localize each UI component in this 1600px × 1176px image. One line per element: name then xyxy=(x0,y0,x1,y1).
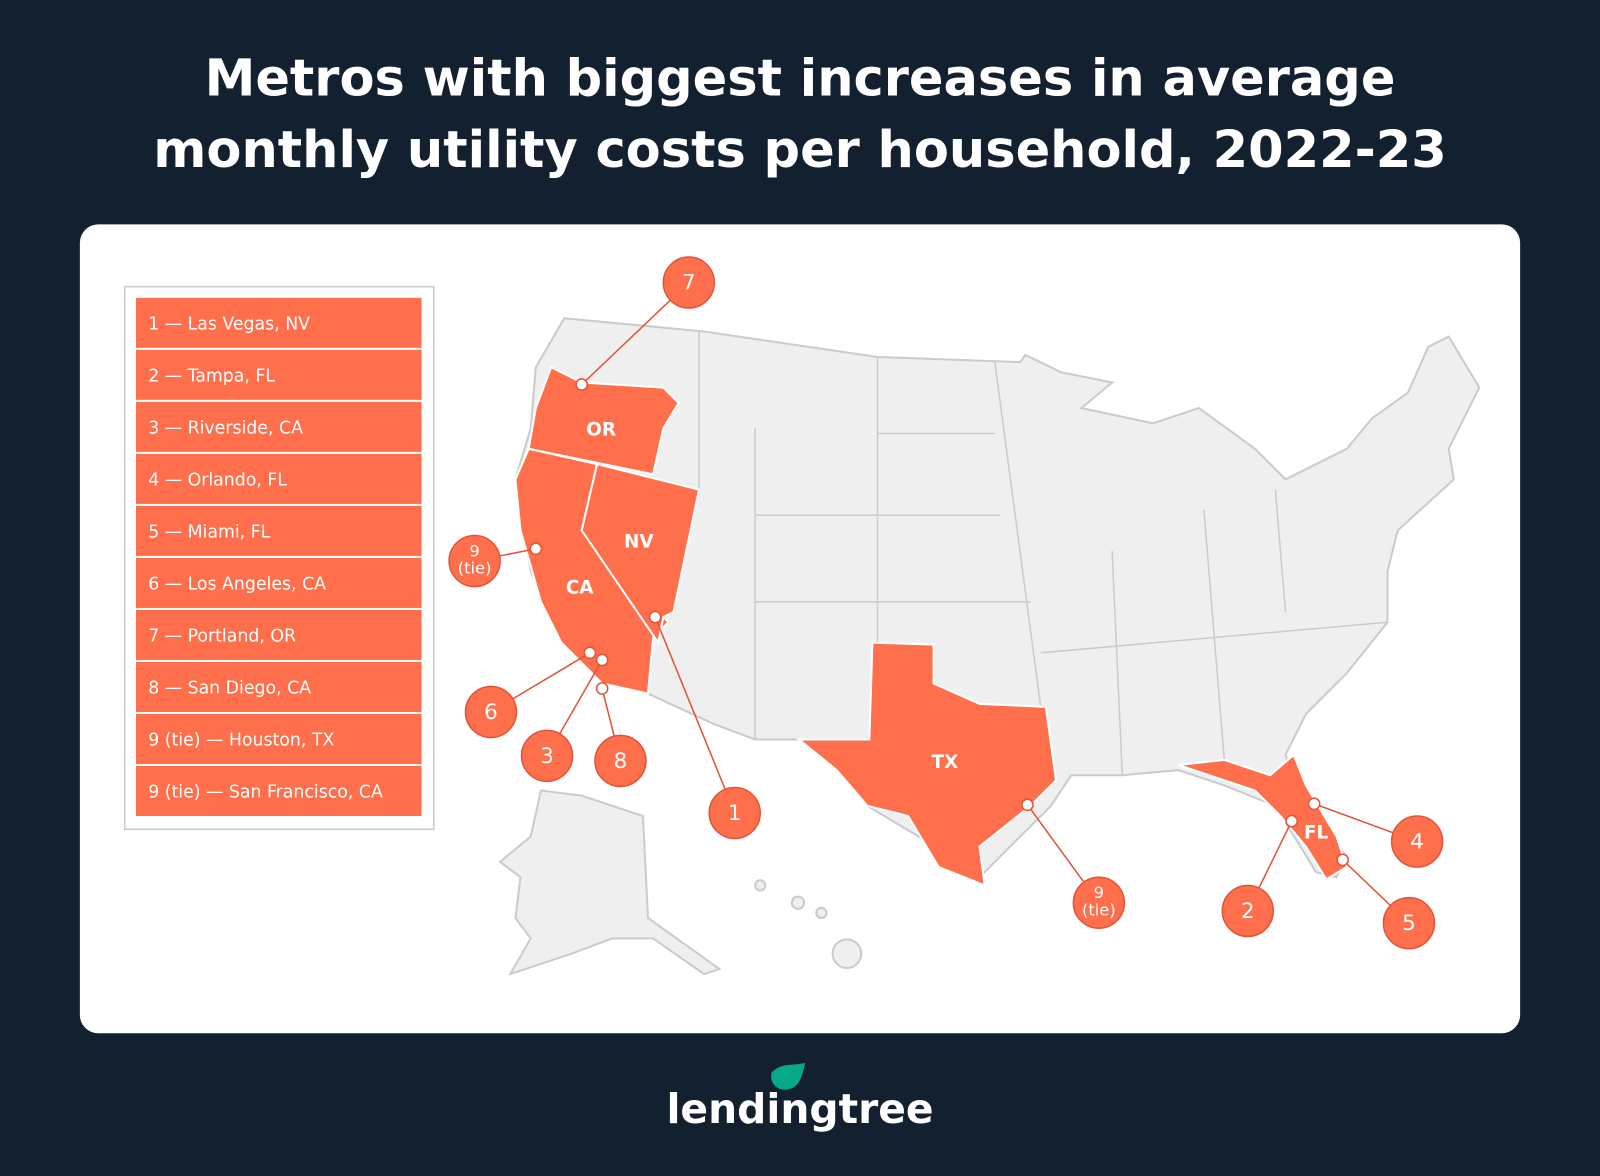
legend-entry xyxy=(135,661,422,712)
marker-badge xyxy=(520,729,574,783)
marker-label: 2 xyxy=(1241,899,1255,924)
legend-label: 6 — Los Angeles, CA xyxy=(148,574,326,594)
state-label: OR xyxy=(586,419,616,440)
state-fl xyxy=(1178,753,1348,881)
marker-pin xyxy=(575,378,589,391)
marker-badge xyxy=(1390,815,1444,868)
state-borders xyxy=(698,331,1388,776)
highlighted-states xyxy=(514,365,1348,887)
logo: lendingtree xyxy=(666,1062,934,1133)
legend-entry xyxy=(135,349,422,400)
marker-badge xyxy=(708,786,761,840)
legend-entry xyxy=(135,714,422,764)
marker-label: 9 xyxy=(469,541,479,560)
state-nv xyxy=(580,462,701,646)
marker-pin xyxy=(1021,798,1034,812)
us-outline xyxy=(514,317,1481,879)
legend-entry xyxy=(135,297,422,348)
marker-pin xyxy=(595,653,609,667)
marker-label: 6 xyxy=(484,700,498,725)
marker-badge xyxy=(662,256,716,309)
marker-label: 8 xyxy=(614,749,628,774)
alaska xyxy=(498,789,722,976)
logo-text: lendingtree xyxy=(666,1085,933,1133)
map xyxy=(498,317,1481,976)
state-tx xyxy=(796,641,1058,887)
legend-entry xyxy=(135,505,422,556)
marker-badge xyxy=(594,734,647,788)
marker-pin xyxy=(648,610,662,624)
marker-pin xyxy=(529,542,543,556)
legend-label: 1 — Las Vegas, NV xyxy=(148,314,310,334)
title-line: monthly utility costs per household, 202… xyxy=(153,121,1446,180)
legend-entry xyxy=(135,609,422,660)
state-label: CA xyxy=(566,578,594,599)
marker-sublabel: (tie) xyxy=(1082,900,1116,919)
marker-label: 3 xyxy=(540,744,554,769)
state-label: FL xyxy=(1304,822,1329,843)
marker-label: 9 xyxy=(1094,883,1104,902)
state-label: NV xyxy=(624,532,654,553)
marker-badge xyxy=(464,685,518,739)
legend-label: 9 (tie) — Houston, TX xyxy=(148,731,334,751)
legend-entry xyxy=(135,453,422,504)
legend-label: 9 (tie) — San Francisco, CA xyxy=(148,783,383,803)
marker-label: 4 xyxy=(1410,830,1424,855)
marker-pin xyxy=(1307,797,1321,811)
legend-label: 2 — Tampa, FL xyxy=(148,366,275,386)
marker-badge xyxy=(1382,896,1436,950)
legend-entry xyxy=(135,401,422,452)
legend-label: 4 — Orlando, FL xyxy=(148,470,287,490)
title-line: Metros with biggest increases in average xyxy=(205,50,1396,109)
state-or xyxy=(527,365,680,476)
legend-entry xyxy=(135,766,422,817)
state-label: TX xyxy=(931,752,958,773)
legend-label: 5 — Miami, FL xyxy=(148,522,270,542)
legend-entry xyxy=(135,557,422,608)
legend-label: 3 — Riverside, CA xyxy=(148,418,303,438)
marker-label: 5 xyxy=(1402,911,1416,936)
marker-badge xyxy=(448,534,501,588)
hawaii xyxy=(754,879,863,970)
legend-label: 8 — San Diego, CA xyxy=(148,679,311,699)
logo-leaf xyxy=(771,1062,806,1090)
marker-badge xyxy=(1072,876,1126,929)
marker-label: 7 xyxy=(682,271,696,296)
marker-sublabel: (tie) xyxy=(458,559,492,578)
marker-pin xyxy=(1336,853,1350,867)
marker-leader xyxy=(654,616,736,814)
marker-label: 1 xyxy=(728,801,742,826)
legend-label: 7 — Portland, OR xyxy=(148,626,296,646)
marker-pin xyxy=(583,646,597,660)
marker-pin xyxy=(1285,814,1299,828)
marker-badge xyxy=(1221,884,1275,938)
marker-pin xyxy=(595,682,609,695)
